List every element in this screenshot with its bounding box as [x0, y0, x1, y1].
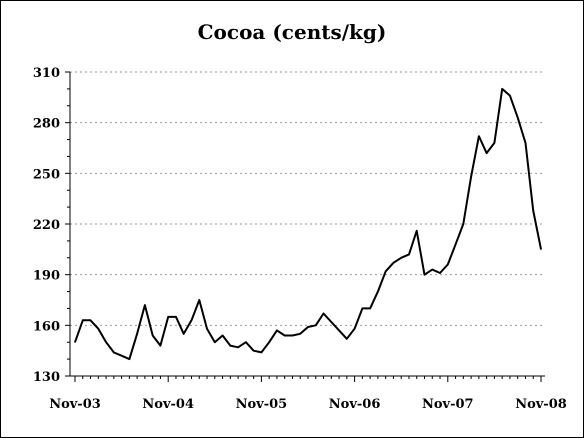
data-point	[167, 316, 169, 318]
data-point	[206, 328, 208, 330]
y-tick-label: 280	[33, 117, 60, 132]
data-point	[532, 209, 534, 212]
data-point	[253, 350, 255, 352]
data-point	[455, 243, 457, 245]
data-point	[97, 328, 99, 330]
data-point	[183, 333, 185, 335]
data-point	[346, 338, 348, 340]
data-point	[136, 333, 138, 335]
data-point	[354, 328, 356, 330]
data-point	[229, 345, 231, 347]
data-point	[245, 341, 247, 343]
y-tick-label: 310	[33, 66, 60, 81]
data-point	[392, 262, 394, 264]
data-point	[439, 272, 441, 274]
x-tick-label: Nov-04	[142, 397, 194, 412]
data-point	[105, 341, 107, 343]
tick-labels: 130 160 190 220 250 280 310 Nov-03 Nov-04 Nov-05 N…	[33, 66, 567, 412]
data-point	[299, 333, 301, 335]
data-point	[113, 351, 115, 353]
x-tick-label: Nov-05	[236, 397, 288, 412]
data-point	[330, 321, 332, 323]
data-point	[74, 341, 76, 343]
data-point	[431, 269, 433, 271]
data-point	[222, 334, 224, 337]
data-point	[486, 152, 488, 154]
data-point	[82, 319, 84, 321]
x-tick-label: Nov-06	[329, 397, 381, 412]
data-point	[144, 304, 146, 306]
data-point	[377, 291, 379, 293]
data-point	[423, 274, 426, 276]
data-point	[509, 95, 511, 97]
data-point	[198, 299, 200, 301]
data-point	[501, 88, 503, 90]
data-point	[276, 329, 278, 331]
data-point	[462, 223, 464, 225]
x-tick-label: Nov-03	[49, 397, 101, 412]
y-tick-label: 130	[33, 370, 60, 385]
data-point	[540, 248, 542, 250]
data-point	[260, 351, 262, 353]
data-point	[447, 263, 449, 266]
data-point	[214, 341, 216, 343]
data-point	[400, 257, 402, 259]
x-tick-label: Nov-08	[515, 397, 567, 412]
data-point	[159, 345, 161, 347]
data-point	[416, 230, 418, 232]
data-point	[361, 307, 363, 309]
data-point	[385, 270, 387, 272]
y-tick-label: 220	[33, 218, 60, 233]
data-point	[268, 341, 270, 343]
y-tick-label: 190	[33, 269, 60, 284]
chart-title: Cocoa (cents/kg)	[197, 20, 387, 44]
axes	[65, 71, 545, 382]
data-point	[478, 135, 480, 137]
data-point	[517, 117, 519, 119]
gridlines	[70, 71, 545, 326]
data-point	[152, 334, 154, 337]
data-point	[190, 319, 193, 321]
data-point	[470, 176, 472, 178]
data-point	[493, 142, 495, 144]
data-point	[408, 253, 410, 255]
data-point	[315, 324, 317, 326]
data-point	[89, 319, 92, 321]
series-layer	[74, 87, 542, 361]
x-tick-label: Nov-07	[422, 397, 474, 412]
data-point	[291, 334, 294, 337]
y-tick-label: 160	[33, 319, 60, 334]
data-point	[322, 312, 325, 315]
data-point	[307, 326, 309, 328]
data-point	[128, 358, 130, 360]
data-point	[121, 355, 123, 357]
y-tick-label: 250	[33, 167, 60, 182]
data-point	[369, 307, 371, 309]
data-point	[175, 316, 177, 318]
data-point	[524, 142, 527, 144]
data-point	[237, 346, 239, 348]
data-point	[338, 329, 340, 331]
data-point	[284, 334, 286, 337]
